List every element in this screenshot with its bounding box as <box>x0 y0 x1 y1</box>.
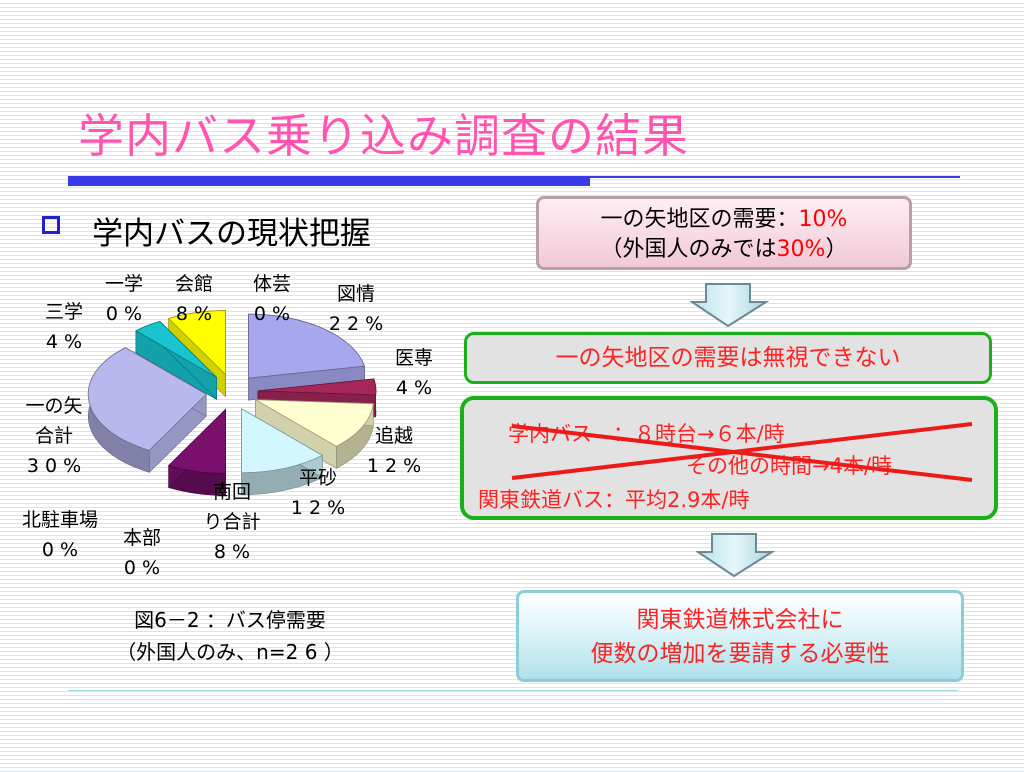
demand-pct-2: 30% <box>776 237 826 262</box>
pie-label: 会館 8 % <box>175 273 213 325</box>
pie-label: 一学 0 % <box>105 273 143 325</box>
demand-text-2-close: ） <box>825 237 848 262</box>
strikethrough-cross <box>511 422 973 482</box>
down-arrow-icon <box>690 283 770 328</box>
bullet-square-icon <box>42 216 60 234</box>
bullet-text: 学内バスの現状把握 <box>92 216 371 252</box>
pie-label: 体芸 0 % <box>253 273 291 325</box>
page-title: 学内バス乗り込み調査の結果 <box>78 109 689 163</box>
pie-slice <box>87 347 207 474</box>
title-underline <box>68 176 590 186</box>
pie-label: 医専 4 % <box>395 347 433 399</box>
pie-label: 南回り合計 8 % <box>203 481 260 563</box>
chart-title: 図6－2 ：バス停需要 <box>134 608 326 632</box>
footer-rule <box>68 690 958 691</box>
pie-slice <box>248 313 366 401</box>
pie-label: 一の矢合計 3 0 % <box>25 395 82 477</box>
title-underline-thin <box>590 176 960 178</box>
pie-slice <box>241 408 324 496</box>
pie-label: 平砂 1 2 % <box>291 467 345 519</box>
pie-slice <box>255 399 374 469</box>
request-box: 関東鉄道株式会社に 便数の増加を要請する必要性 <box>516 590 964 682</box>
demand-line-2: （外国人のみでは30%） <box>539 235 909 265</box>
pie-slice <box>167 310 226 398</box>
pie-label: 図情 2 2 % <box>329 283 383 335</box>
demand-pct-1: 10% <box>798 207 848 232</box>
pie-label: 三学 4 % <box>45 301 83 353</box>
demand-text-1: 一の矢地区の需要： <box>600 207 799 232</box>
pie-slice <box>167 408 226 496</box>
request-line-1: 関東鉄道株式会社に <box>636 607 844 633</box>
pie-label: 追越 1 2 % <box>367 425 421 477</box>
chart-subtitle: （外国人のみ、n=2 6 ） <box>116 640 344 664</box>
demand-text-2: （外国人のみでは <box>600 237 777 262</box>
request-line-2: 便数の増加を要請する必要性 <box>590 641 890 667</box>
pie-label: 北駐車場 0 % <box>22 509 98 561</box>
pie-slice <box>135 320 218 401</box>
conclusion-box: 一の矢地区の需要は無視できない <box>464 332 992 384</box>
bus-frequency-box: 学内バス ：８時台→６本/時 その他の時間→4本/時 関東鉄道バス：平均2.9本… <box>460 396 998 520</box>
pie-label: 本部 0 % <box>123 527 161 579</box>
demand-line-1: 一の矢地区の需要：10% <box>539 205 909 235</box>
demand-box: 一の矢地区の需要：10% （外国人のみでは30%） <box>536 196 912 270</box>
pie-slice <box>257 378 377 418</box>
down-arrow-icon <box>696 533 776 578</box>
bus-line-3: 関東鉄道バス：平均2.9本/時 <box>478 488 750 512</box>
